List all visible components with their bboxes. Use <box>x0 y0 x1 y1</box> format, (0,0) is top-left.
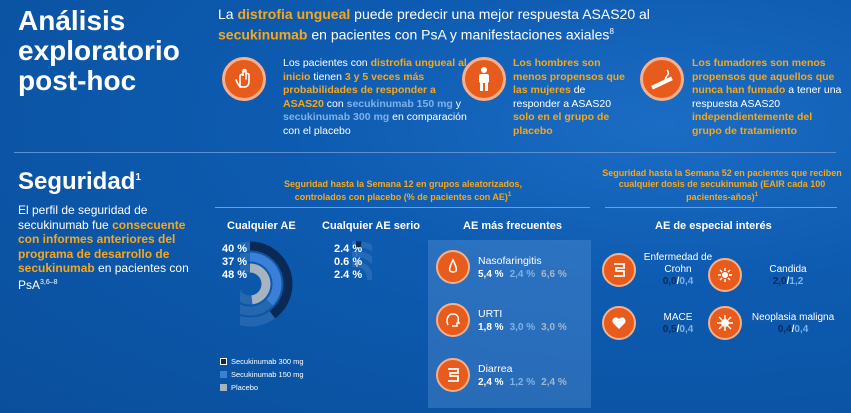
safety-title: Seguridad1 <box>18 168 141 195</box>
special-crohn: Enfermedad de Crohn 0,0/0,4 <box>602 252 714 287</box>
header-rule-right <box>605 207 837 208</box>
serious-ae-radial-chart <box>352 241 372 280</box>
card-men: Los hombres son menos propensos que las … <box>513 57 626 137</box>
col-special-ae: AE de especial interés <box>655 220 772 232</box>
fungus-icon <box>708 258 742 292</box>
cigarette-icon <box>640 57 684 101</box>
serious-ae-label-300: 2.4 % <box>334 243 363 255</box>
header-rule-left <box>215 207 590 208</box>
chart-legend: Secukinumab 300 mg Secukinumab 150 mg Pl… <box>220 356 304 392</box>
safety-body: El perfil de seguridad de secukinumab fu… <box>18 203 189 292</box>
any-ae-arc-s150 <box>249 252 282 306</box>
section-divider <box>14 152 836 153</box>
frequent-ae-panel: Nasofaringitis 5,4 % 2,4 % 6,6 % URTI 1,8 … <box>428 240 591 408</box>
heart-icon <box>602 306 636 340</box>
legend-item-300: Secukinumab 300 mg <box>220 356 304 366</box>
any-ae-labels: 40 % 37 % 48 % <box>222 243 262 282</box>
any-ae-label-300: 40 % <box>222 243 248 255</box>
intestine-icon <box>602 252 636 287</box>
serious-ae-label-placebo: 2.4 % <box>334 269 363 281</box>
serious-ae-track-s300 <box>352 241 372 252</box>
hand-nail-icon <box>222 57 266 101</box>
nose-icon <box>436 250 470 284</box>
man-figure-icon <box>462 57 506 101</box>
serious-ae-labels: 2.4 % 0.6 % 2.4 % <box>334 243 364 282</box>
col-frequent-ae: AE más frecuentes <box>463 220 563 232</box>
col-any-ae: Cualquier AE <box>227 220 296 232</box>
special-candida: Candida 2,0/1,2 <box>708 258 828 292</box>
card-smokers: Los fumadores son menos propensos que aq… <box>692 57 842 137</box>
lead-text: La distrofia ungueal puede predecir una … <box>218 6 650 43</box>
legend-item-placebo: Placebo <box>220 382 304 392</box>
any-ae-arc-placebo <box>249 263 271 305</box>
legend-item-150: Secukinumab 150 mg <box>220 369 304 379</box>
week12-header: Seguridad hasta la Semana 12 en grupos a… <box>283 179 523 202</box>
any-ae-label-150: 37 % <box>222 256 248 268</box>
virus-icon <box>708 306 742 340</box>
col-serious-ae: Cualquier AE serio <box>322 220 421 232</box>
any-ae-radial-chart <box>240 241 293 327</box>
special-mace: MACE 0,5/0,4 <box>602 306 714 340</box>
head-lungs-icon <box>436 303 470 337</box>
frequent-row-diarrhea: Diarrea 2,4 % 1,2 % 2,4 % <box>436 358 573 392</box>
frequent-row-urti: URTI 1,8 % 3,0 % 3,0 % <box>436 303 573 337</box>
frequent-row-nasopharyngitis: Nasofaringitis 5,4 % 2,4 % 6,6 % <box>436 250 573 284</box>
page-title: Análisis exploratorio post-hoc <box>18 5 180 96</box>
serious-ae-label-150: 0.6 % <box>334 256 363 268</box>
special-malignancy: Neoplasia maligna 0,4/0,4 <box>708 306 838 340</box>
week52-header: Seguridad hasta la Semana 52 en paciente… <box>602 168 842 202</box>
any-ae-label-placebo: 48 % <box>222 269 248 281</box>
card-nail-dystrophy: Los pacientes con distrofia ungueal al i… <box>283 57 467 137</box>
intestine-icon <box>436 358 470 392</box>
any-ae-arc-s300 <box>249 241 293 319</box>
serious-ae-track-placebo <box>352 261 372 280</box>
